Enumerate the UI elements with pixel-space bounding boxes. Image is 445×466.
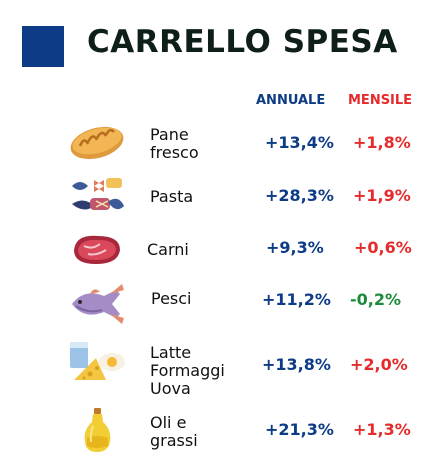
- bread-icon: [70, 126, 124, 160]
- category-label: Pane fresco: [150, 125, 199, 162]
- meat-icon: [74, 235, 120, 264]
- annual-value: +28,3%: [265, 186, 334, 205]
- oil-bottle-icon: [84, 408, 111, 452]
- monthly-value: +2,0%: [350, 355, 408, 374]
- annual-value: +21,3%: [265, 420, 334, 439]
- monthly-value: +0,6%: [354, 238, 412, 257]
- category-label: Carni: [147, 240, 189, 259]
- dairy-icon: [70, 342, 125, 380]
- monthly-value: +1,9%: [353, 186, 411, 205]
- category-label: Pesci: [151, 289, 192, 308]
- category-label: Latte Formaggi Uova: [150, 343, 225, 398]
- header-square: [22, 26, 64, 67]
- annual-value: +9,3%: [266, 238, 324, 257]
- page-title: CARRELLO SPESA: [87, 24, 398, 60]
- category-label: Pasta: [150, 187, 194, 206]
- fish-icon: [72, 284, 124, 324]
- annual-value: +11,2%: [262, 290, 331, 309]
- pasta-icon: [72, 178, 124, 210]
- monthly-value: -0,2%: [350, 290, 402, 309]
- category-label: Oli e grassi: [150, 413, 198, 450]
- annual-value: +13,8%: [262, 355, 331, 374]
- column-header-annuale: ANNUALE: [256, 93, 326, 108]
- monthly-value: +1,3%: [353, 420, 411, 439]
- monthly-value: +1,8%: [353, 133, 411, 152]
- annual-value: +13,4%: [265, 133, 334, 152]
- column-header-mensile: MENSILE: [348, 93, 413, 108]
